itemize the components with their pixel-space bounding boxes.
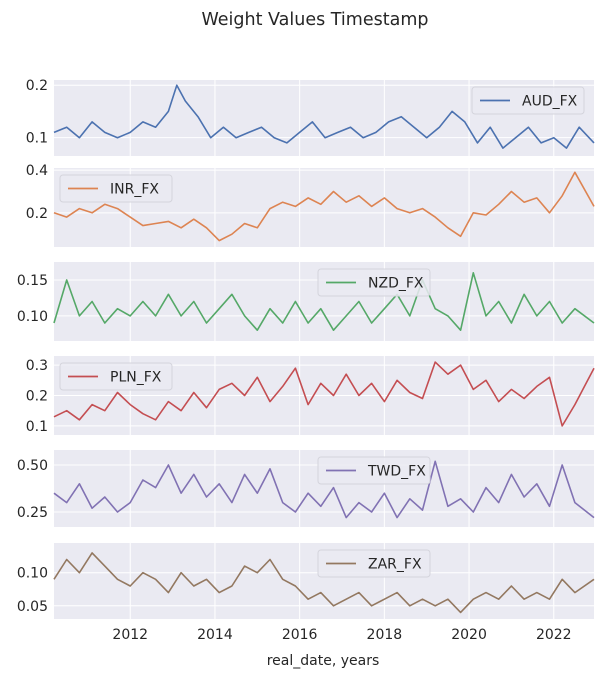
x-tick-label: 2016 (282, 627, 318, 643)
x-tick-label: 2018 (367, 627, 403, 643)
y-tick-label: 0.50 (17, 458, 48, 474)
panel-zar-fx: 0.05 0.10 ZAR_FX (17, 543, 595, 619)
series-line-pln-fx (53, 361, 595, 427)
legend-label: AUD_FX (522, 94, 578, 110)
y-tick-label: 0.1 (26, 419, 48, 435)
legend-label: INR_FX (110, 182, 159, 198)
series-line-nzd-fx (53, 272, 595, 331)
series-line-inr-fx (53, 171, 595, 242)
legend-label: PLN_FX (110, 370, 162, 386)
series-line-aud-fx (53, 84, 595, 149)
series-line-twd-fx (53, 460, 595, 519)
legend-box (317, 456, 431, 485)
chart-title: Weight Values Timestamp (202, 10, 429, 30)
y-tick-label: 0.25 (17, 505, 48, 521)
x-axis-label: real_date, years (267, 653, 380, 669)
x-tick-label: 2022 (536, 627, 572, 643)
panel-aud-fx: 0.1 0.2 AUD_FX (26, 78, 595, 156)
y-tick-label: 0.10 (17, 309, 48, 325)
legend-aud-fx: AUD_FX (471, 86, 585, 115)
series-line-zar-fx (53, 552, 595, 614)
legend-inr-fx: INR_FX (59, 174, 173, 203)
y-tick-label: 0.15 (17, 273, 48, 289)
x-tick-label: 2014 (197, 627, 233, 643)
legend-twd-fx: TWD_FX (317, 456, 431, 485)
x-axis: 2012 2014 2016 2018 2020 2022 (112, 627, 571, 643)
y-tick-label: 0.4 (26, 163, 48, 179)
legend-nzd-fx: NZD_FX (317, 268, 431, 297)
x-tick-label: 2012 (112, 627, 148, 643)
legend-box (317, 268, 431, 297)
x-tick-label: 2020 (451, 627, 487, 643)
y-tick-label: 0.3 (26, 358, 48, 374)
panel-nzd-fx: 0.10 0.15 NZD_FX (17, 262, 595, 341)
legend-label: ZAR_FX (368, 557, 422, 573)
legend-pln-fx: PLN_FX (59, 362, 173, 391)
panel-pln-fx: 0.1 0.2 0.3 PLN_FX (26, 356, 595, 435)
y-tick-label: 0.1 (26, 131, 48, 147)
panel-twd-fx: 0.25 0.50 TWD_FX (17, 450, 595, 527)
y-tick-label: 0.2 (26, 206, 48, 222)
y-tick-label: 0.2 (26, 389, 48, 405)
legend-zar-fx: ZAR_FX (317, 549, 431, 578)
panel-inr-fx: 0.2 0.4 INR_FX (26, 163, 595, 247)
legend-box (59, 362, 173, 391)
legend-box (317, 549, 431, 578)
legend-box (59, 174, 173, 203)
y-tick-label: 0.10 (17, 566, 48, 582)
legend-label: NZD_FX (368, 276, 424, 292)
y-tick-label: 0.2 (26, 78, 48, 94)
y-tick-label: 0.05 (17, 599, 48, 615)
legend-label: TWD_FX (367, 464, 426, 480)
legend-box (471, 86, 585, 115)
